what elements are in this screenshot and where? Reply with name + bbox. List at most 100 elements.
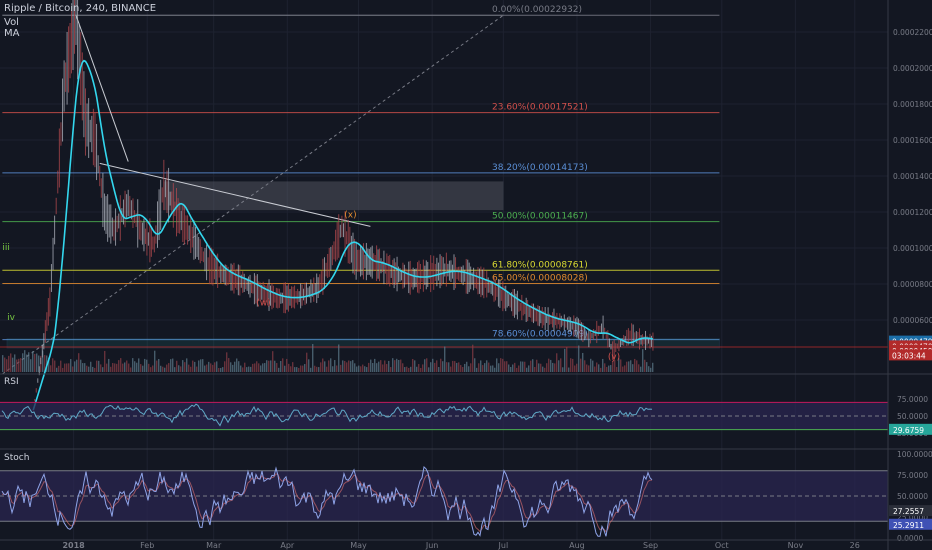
volume-bar — [384, 360, 386, 372]
volume-bar — [326, 366, 328, 372]
volume-bar — [316, 366, 318, 372]
fib-trend-line — [2, 14, 504, 375]
volume-bar — [474, 358, 476, 372]
volume-bar — [20, 358, 22, 372]
volume-bar — [272, 351, 274, 372]
volume-bar — [222, 367, 224, 372]
volume-bar — [332, 366, 334, 372]
volume-bar — [220, 367, 222, 372]
stoch-k-text: 27.2557 — [893, 507, 924, 516]
volume-bar — [352, 360, 354, 372]
rsi-axis-tick: 75.0000 — [897, 395, 928, 404]
volume-bar — [62, 367, 64, 372]
volume-bar — [308, 359, 310, 372]
volume-bar — [178, 365, 180, 372]
ma-indicator-label[interactable]: MA — [4, 28, 20, 39]
volume-bar — [292, 362, 294, 372]
volume-bar — [434, 362, 436, 372]
wave-label-iv: iv — [7, 313, 16, 323]
volume-bar — [432, 358, 434, 372]
volume-bar — [136, 362, 138, 372]
volume-bar — [532, 359, 534, 372]
volume-bar — [522, 361, 524, 372]
volume-bar — [260, 365, 262, 372]
fib-level-label: 0.00%(0.00022932) — [492, 5, 582, 15]
volume-bar — [578, 345, 580, 372]
volume-bar — [620, 359, 622, 372]
volume-bar — [90, 361, 92, 372]
fib-level-label: 61.80%(0.00008761) — [492, 260, 588, 270]
support-zone — [6, 338, 720, 349]
time-axis-tick: Oct — [715, 541, 729, 550]
volume-bar — [74, 361, 76, 372]
volume-bar — [258, 363, 260, 372]
volume-bar — [376, 363, 378, 372]
volume-bar — [66, 363, 68, 372]
volume-bar — [8, 355, 10, 372]
volume-bar — [358, 365, 360, 372]
volume-bar — [486, 360, 488, 372]
volume-bar — [514, 362, 516, 372]
volume-bar — [338, 344, 340, 372]
volume-bar — [164, 367, 166, 372]
volume-bar — [540, 363, 542, 372]
volume-bar — [128, 363, 130, 372]
volume-bar — [612, 361, 614, 372]
volume-bar — [430, 362, 432, 372]
rsi-value-text: 29.6759 — [893, 426, 924, 435]
volume-bar — [216, 361, 218, 372]
volume-bar — [92, 366, 94, 372]
volume-bar — [100, 364, 102, 372]
volume-bar — [142, 365, 144, 372]
price-axis-badge-text: 03:03:44 — [892, 351, 926, 360]
volume-bar — [548, 358, 550, 372]
volume-bar — [568, 367, 570, 372]
volume-bar — [50, 365, 52, 372]
trend-line — [99, 162, 371, 227]
volume-bar — [208, 361, 210, 372]
volume-bar — [604, 363, 606, 372]
volume-bar — [314, 365, 316, 372]
volume-bar — [172, 358, 174, 372]
volume-bar — [30, 359, 32, 372]
stoch-pane-title[interactable]: Stoch — [4, 453, 30, 463]
volume-bar — [440, 358, 442, 372]
volume-bar — [158, 358, 160, 372]
volume-bar — [546, 363, 548, 372]
elliott-wave-labels: iii iv (x) (w) (y) — [2, 210, 620, 362]
wave-label-y: (y) — [608, 353, 620, 363]
volume-bar — [112, 363, 114, 372]
volume-bar — [538, 363, 540, 372]
volume-bar — [542, 366, 544, 372]
volume-bar — [312, 344, 314, 372]
volume-bar — [410, 366, 412, 372]
volume-indicator-label[interactable]: Vol — [4, 17, 19, 28]
volume-bar — [566, 347, 568, 372]
volume-bar — [282, 358, 284, 372]
volume-bar — [464, 363, 466, 372]
volume-bar — [214, 362, 216, 372]
volume-bar — [54, 360, 56, 372]
volume-bar — [84, 363, 86, 372]
stoch-k-badge — [889, 505, 932, 517]
rsi-pane-title[interactable]: RSI — [4, 377, 19, 387]
volume-bar — [518, 365, 520, 372]
volume-bar — [108, 358, 110, 372]
volume-bar — [230, 362, 232, 372]
volume-bar — [478, 363, 480, 372]
time-axis[interactable]: 2018 Feb Mar Apr May Jun Jul Aug Sep Oct Nov 26 — [62, 541, 859, 550]
volume-bar — [342, 360, 344, 372]
stoch-pane[interactable]: 100.0000 75.0000 50.0000 25.0000 0.0000 27.25… — [0, 450, 932, 543]
volume-bar — [340, 364, 342, 372]
volume-bar — [556, 353, 558, 372]
volume-bar — [212, 364, 214, 372]
volume-bar — [70, 359, 72, 372]
volume-bar — [416, 366, 418, 372]
volume-bar — [28, 352, 30, 372]
volume-bar — [80, 359, 82, 372]
